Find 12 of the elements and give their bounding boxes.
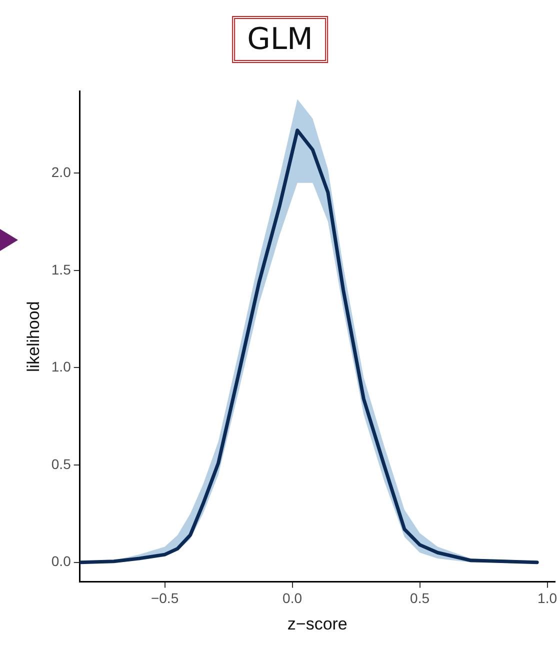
- x-tick-label: 0.5: [410, 590, 430, 606]
- x-tick-label: 1.0: [538, 590, 558, 606]
- y-tick-label: 0.0: [51, 553, 72, 570]
- x-tick-label: −0.5: [150, 590, 179, 606]
- x-tick-label: 0.0: [282, 590, 302, 606]
- y-tick-label: 2.0: [51, 164, 72, 180]
- x-axis-title: z−score: [287, 614, 348, 634]
- y-tick-label: 1.5: [51, 261, 72, 278]
- y-tick-label: 0.5: [51, 456, 72, 472]
- chart-title: GLM: [232, 16, 328, 63]
- y-axis-title: likelihood: [24, 301, 43, 372]
- y-tick-label: 1.0: [51, 358, 72, 375]
